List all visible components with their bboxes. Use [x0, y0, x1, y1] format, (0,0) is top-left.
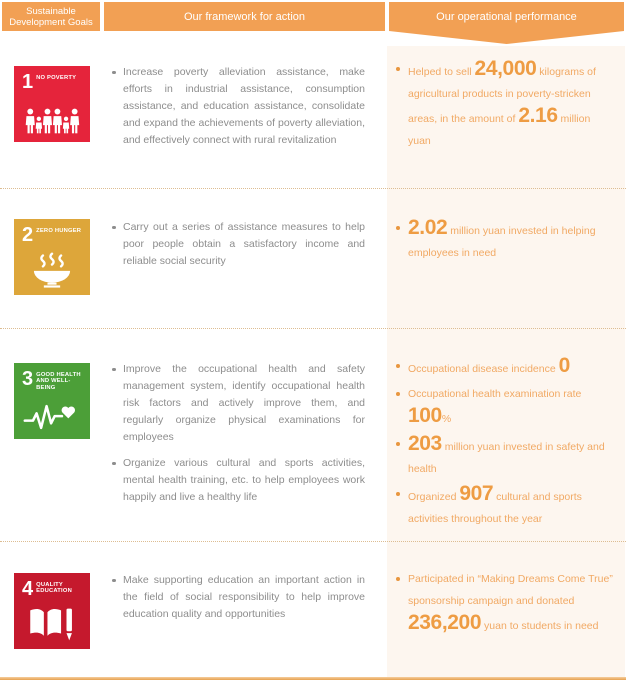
performance-metric-value: 24,000: [474, 57, 537, 80]
performance-panel-background: [387, 46, 625, 677]
performance-metric-value: 203: [408, 432, 442, 455]
sdg-number: 4: [22, 578, 34, 600]
performance-text: Occupational health examination rate: [408, 388, 582, 400]
performance-item: Participated in “Making Dreams Come True…: [395, 568, 614, 637]
performance-cell: Helped to sell 24,000 kilograms of agric…: [377, 48, 626, 188]
performance-text: million yuan invested in helping employe…: [408, 225, 596, 259]
framework-cell: Increase poverty alleviation assistance,…: [110, 48, 377, 188]
table-header: Sustainable Development Goals Our framew…: [2, 2, 624, 44]
performance-list: Helped to sell 24,000 kilograms of agric…: [395, 58, 614, 152]
sdg-goal-cell: 4 Quality Education: [0, 542, 110, 677]
framework-list: Make supporting education an important a…: [110, 572, 365, 623]
framework-cell: Make supporting education an important a…: [110, 542, 377, 677]
performance-text: Organized: [408, 491, 460, 503]
sdg-1-no-poverty-icon: 1 No Poverty: [14, 66, 90, 142]
framework-cell: Improve the occupational health and safe…: [110, 329, 377, 541]
performance-metric-value: 236,200: [408, 611, 482, 634]
performance-text: Helped to sell: [408, 66, 475, 78]
heartbeat-pictogram-icon: [23, 405, 75, 430]
performance-text: yuan to students in need: [481, 620, 599, 632]
performance-cell: Occupational disease incidence 0 Occupati…: [377, 329, 626, 541]
framework-list: Increase poverty alleviation assistance,…: [110, 64, 365, 149]
sdg-number: 3: [22, 368, 34, 390]
performance-item: 2.02 million yuan invested in helping em…: [395, 217, 614, 264]
table-row: 2 Zero Hunger Carry out a series of assi…: [0, 188, 626, 328]
header-cell-goals: Sustainable Development Goals: [2, 2, 100, 31]
table-row: 4 Quality Education Make supporting educ…: [0, 541, 626, 677]
table-row: 1 No Poverty Increase poverty alleviatio…: [0, 48, 626, 188]
performance-text: Participated in “Making Dreams Come True…: [408, 573, 613, 607]
framework-list: Carry out a series of assistance measure…: [110, 219, 365, 270]
performance-item: Helped to sell 24,000 kilograms of agric…: [395, 58, 614, 152]
sdg-3-good-health-icon: 3 Good Health and Well-Being: [14, 363, 90, 439]
performance-item: Organized 907 cultural and sports activi…: [395, 483, 614, 530]
sdg-label: Zero Hunger: [36, 228, 82, 234]
bowl-steam-pictogram-icon: [33, 252, 71, 288]
sdg-pictogram: [14, 391, 90, 437]
family-pictogram-icon: [25, 108, 80, 134]
sdg-goal-cell: 2 Zero Hunger: [0, 189, 110, 328]
performance-cell: 2.02 million yuan invested in helping em…: [377, 189, 626, 328]
sdg-pictogram: [14, 244, 90, 290]
performance-item: Occupational health examination rate 100…: [395, 383, 614, 430]
sdg-number: 2: [22, 224, 34, 246]
sdg-icon-header: 3 Good Health and Well-Being: [14, 363, 90, 391]
performance-text: million yuan invested in safety and heal…: [408, 441, 605, 475]
performance-metric-value: 2.02: [408, 216, 448, 239]
sdg-label: Good Health and Well-Being: [36, 372, 81, 391]
performance-text: Occupational disease incidence: [408, 363, 559, 375]
framework-item: Make supporting education an important a…: [110, 572, 365, 623]
framework-item: Organize various cultural and sports act…: [110, 455, 365, 506]
performance-metric-value: 0: [558, 354, 571, 377]
performance-text: %: [441, 413, 452, 425]
sdg-table-body: 1 No Poverty Increase poverty alleviatio…: [0, 48, 626, 677]
sdg-icon-header: 4 Quality Education: [14, 573, 90, 600]
performance-list: 2.02 million yuan invested in helping em…: [395, 217, 614, 264]
sdg-goal-cell: 3 Good Health and Well-Being: [0, 329, 110, 541]
header-cell-framework: Our framework for action: [104, 2, 385, 31]
performance-text: cultural and sports activities throughou…: [408, 491, 582, 525]
sdg-pictogram: [14, 598, 90, 644]
performance-list: Occupational disease incidence 0 Occupati…: [395, 355, 614, 530]
sdg-pictogram: [14, 91, 90, 137]
sdg-2-zero-hunger-icon: 2 Zero Hunger: [14, 219, 90, 295]
sdg-label: Quality Education: [36, 582, 72, 595]
performance-cell: Participated in “Making Dreams Come True…: [377, 542, 626, 677]
performance-list: Participated in “Making Dreams Come True…: [395, 568, 614, 637]
book-pencil-pictogram-icon: [30, 608, 72, 641]
performance-text: million yuan: [408, 113, 591, 147]
framework-item: Increase poverty alleviation assistance,…: [110, 64, 365, 149]
performance-metric-value: 907: [459, 482, 494, 505]
sdg-4-quality-education-icon: 4 Quality Education: [14, 573, 90, 649]
sdg-icon-header: 1 No Poverty: [14, 66, 90, 93]
sdg-icon-header: 2 Zero Hunger: [14, 219, 90, 246]
framework-list: Improve the occupational health and safe…: [110, 361, 365, 506]
sdg-goal-cell: 1 No Poverty: [0, 48, 110, 188]
framework-item: Carry out a series of assistance measure…: [110, 219, 365, 270]
sdg-label: No Poverty: [36, 75, 77, 81]
performance-metric-value: 2.16: [518, 104, 558, 127]
performance-text: kilograms of agricultural products in po…: [408, 66, 596, 125]
performance-item: Occupational disease incidence 0: [395, 355, 614, 380]
bottom-rule: [0, 677, 626, 680]
performance-item: 203 million yuan invested in safety and …: [395, 433, 614, 480]
performance-metric-value: 100: [408, 404, 442, 427]
header-cell-performance-banner: Our operational performance: [389, 2, 624, 44]
framework-cell: Carry out a series of assistance measure…: [110, 189, 377, 328]
sdg-number: 1: [22, 71, 34, 93]
framework-item: Improve the occupational health and safe…: [110, 361, 365, 446]
table-row: 3 Good Health and Well-Being Improve the…: [0, 328, 626, 541]
